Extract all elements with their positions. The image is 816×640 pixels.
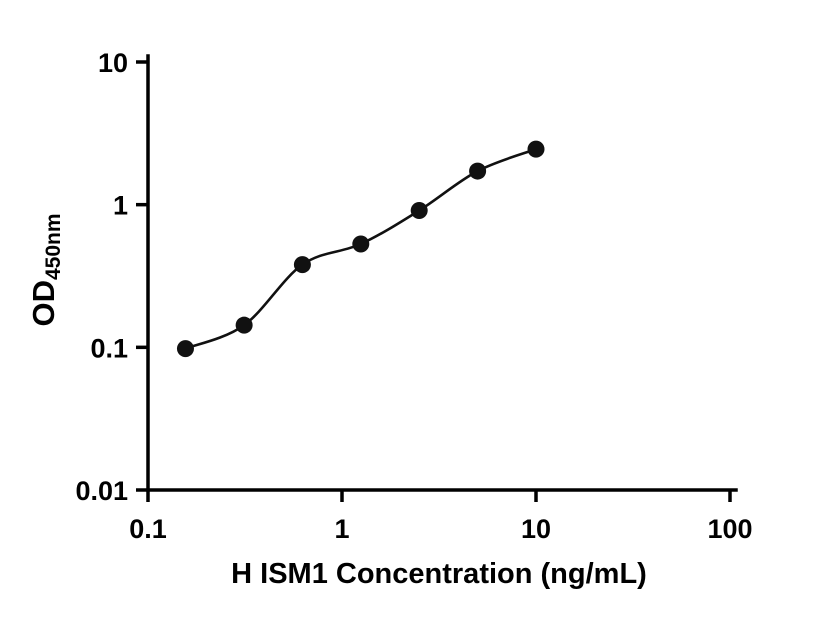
x-tick-label: 0.1: [129, 514, 167, 544]
axes-spines: [146, 54, 738, 492]
y-tick-label: 0.1: [90, 333, 128, 363]
y-tick-label: 1: [113, 191, 128, 221]
y-tick-label: 10: [98, 48, 128, 78]
y-axis-title: OD450nm: [26, 120, 66, 420]
data-point: [410, 202, 428, 220]
x-tick-label: 10: [521, 514, 551, 544]
data-point: [352, 235, 370, 253]
y-axis-title-main: OD: [26, 280, 61, 327]
data-point: [176, 340, 194, 358]
data-point: [235, 316, 253, 334]
x-tick-label: 100: [707, 514, 752, 544]
x-tick-label: 1: [334, 514, 349, 544]
data-point: [293, 256, 311, 274]
y-axis-title-subscript: 450nm: [42, 213, 65, 281]
data-point: [469, 162, 487, 180]
data-point: [527, 140, 545, 158]
y-tick-label: 0.01: [75, 476, 128, 506]
x-axis-title: H ISM1 Concentration (ng/mL): [231, 558, 647, 590]
